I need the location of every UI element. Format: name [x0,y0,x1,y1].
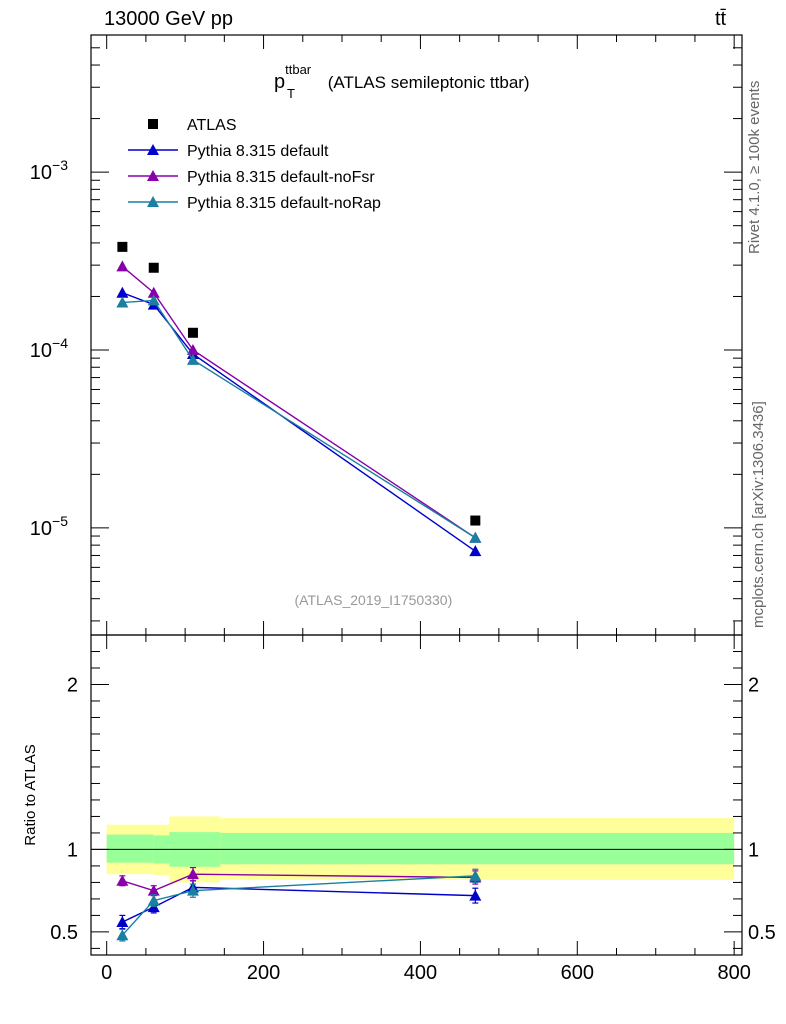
main-point-3-2 [186,353,199,365]
legend-marker-1 [147,144,159,155]
ratio-panel-frame [90,634,743,956]
main-point-3-3 [469,531,482,543]
main-point-1-3 [469,545,482,557]
ratio-point-1-0 [116,916,129,928]
ratio-point-3-0 [116,929,129,941]
chart-title: pttbar T (ATLAS semileptonic ttbar) [274,62,530,101]
ratio-line-3 [121,875,476,936]
legend-marker-2 [147,170,159,181]
x-tick-label-800: 800 [717,962,750,984]
legend-label-2: Pythia 8.315 default-noFsr [187,169,375,186]
ratio-tick-label-left-1: 1 [67,839,78,861]
y-tick-label-−4: 10−4 [30,335,68,362]
main-point-0-1 [148,262,159,273]
legend-label-0: ATLAS [187,117,237,134]
ratio-tick-label-left-2: 2 [67,674,78,696]
main-point-1-0 [116,286,129,298]
main-point-2-0 [116,260,129,272]
main-line-1 [122,292,476,552]
ratio-tick-label-right-1: 1 [748,839,759,861]
main-point-2-1 [147,286,160,298]
legend-label-3: Pythia 8.315 default-noRap [187,195,381,212]
x-tick-label-600: 600 [561,962,594,984]
y-tick-label-−5: 10−5 [30,513,68,540]
ratio-ylabel: Ratio to ATLAS [22,744,39,845]
ratio-point-3-1 [147,894,160,906]
main-point-2-2 [186,344,199,356]
process-label: tt̄ [715,8,727,30]
main-point-3-0 [116,296,129,308]
ratio-point-2-0 [116,874,129,886]
main-point-0-0 [117,241,128,252]
ratio-point-3-2 [186,884,199,896]
main-line-2 [121,265,476,539]
ratio-tick-label-right-2: 2 [748,674,759,696]
main-point-3-1 [147,294,160,306]
ratio-line-1 [122,886,476,923]
ratio-tick-label-right-0.5: 0.5 [748,922,776,944]
band-inner-0 [106,834,154,863]
energy-label: 13000 GeV pp [104,8,233,30]
main-point-0-3 [470,515,481,526]
x-tick-label-200: 200 [247,962,280,984]
legend-marker-3 [147,196,159,207]
y-tick-label-−3: 10−3 [30,157,68,184]
legend-label-1: Pythia 8.315 default [187,143,329,160]
ratio-point-2-1 [147,884,160,896]
ratio-tick-label-left-0.5: 0.5 [50,922,78,944]
ratio-point-2-2 [186,868,199,880]
band-inner-3 [220,832,735,865]
x-tick-label-0: 0 [101,962,112,984]
legend-marker-0 [148,119,158,129]
main-point-0-2 [187,327,198,338]
ratio-line-2 [122,873,476,892]
main-line-3 [122,299,476,539]
ratio-point-3-3 [469,869,482,881]
analysis-tag: (ATLAS_2019_I1750330) [294,592,452,608]
ratio-point-1-3 [469,889,482,901]
x-tick-label-400: 400 [404,962,437,984]
